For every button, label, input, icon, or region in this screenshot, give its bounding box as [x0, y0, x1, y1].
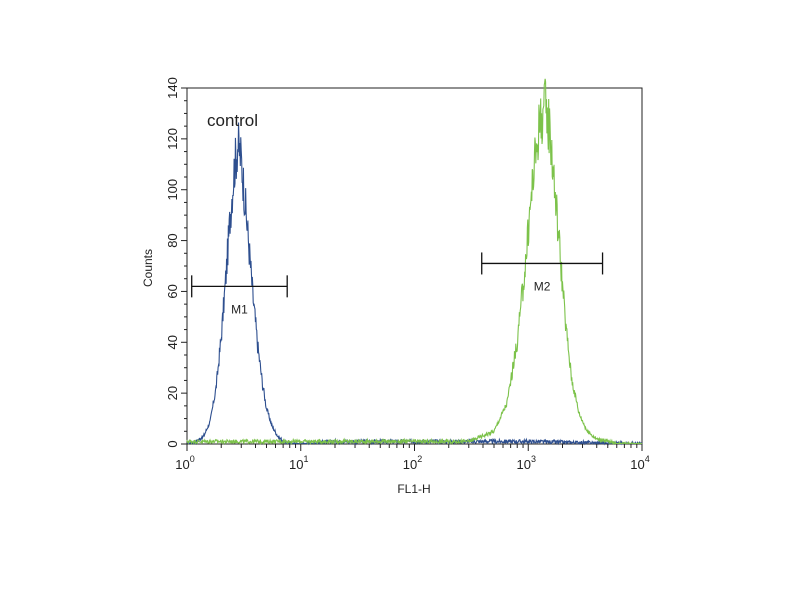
x-tick-exponent: 4: [645, 454, 650, 464]
y-tick-label: 140: [165, 77, 180, 99]
x-tick-label: 100: [175, 454, 194, 472]
control-annotation: control: [207, 111, 258, 130]
x-tick-label: 104: [630, 454, 649, 472]
histogram-series: [186, 78, 643, 446]
y-tick-label: 120: [165, 128, 180, 150]
x-tick-exponent: 1: [303, 454, 308, 464]
gate-label: M2: [534, 279, 551, 293]
x-tick-label: 103: [517, 454, 536, 472]
x-tick-base: 10: [403, 457, 417, 472]
control-series-line: [186, 122, 643, 446]
x-axis-title: FL1-H: [397, 482, 430, 496]
x-tick-exponent: 2: [417, 454, 422, 464]
x-tick-exponent: 3: [531, 454, 536, 464]
gate-label: M1: [231, 302, 248, 316]
x-tick-base: 10: [517, 457, 531, 472]
x-axis-ticks: 100 101 102 103 104: [175, 444, 650, 472]
y-tick-label: 20: [165, 386, 180, 400]
x-tick-base: 10: [630, 457, 644, 472]
x-tick-base: 10: [289, 457, 303, 472]
y-tick-label: 100: [165, 179, 180, 201]
x-tick-exponent: 0: [190, 454, 195, 464]
y-tick-label: 80: [165, 233, 180, 247]
y-axis-title: Counts: [141, 249, 155, 287]
y-tick-label: 0: [165, 440, 180, 447]
y-tick-label: 60: [165, 284, 180, 298]
x-tick-base: 10: [175, 457, 189, 472]
sample-series-line: [186, 78, 642, 446]
marker-gates: M1 M2: [191, 252, 604, 316]
y-axis-ticks: 0 20 40 60 80 100 120 140: [165, 77, 187, 448]
x-tick-label: 101: [289, 454, 308, 472]
x-tick-label: 102: [403, 454, 422, 472]
y-tick-label: 40: [165, 335, 180, 349]
